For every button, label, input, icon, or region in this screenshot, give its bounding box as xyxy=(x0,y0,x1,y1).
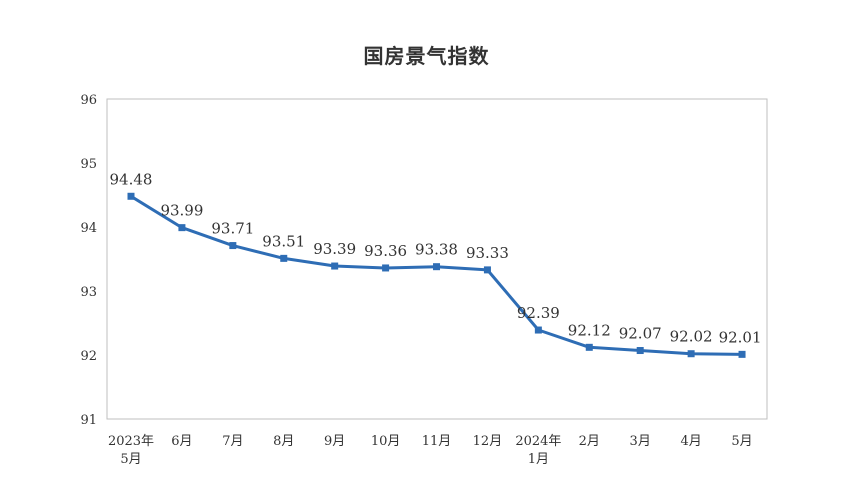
x-tick-label-line: 9月 xyxy=(324,434,345,449)
data-point xyxy=(738,350,746,358)
x-tick-label: 12月 xyxy=(473,434,503,449)
x-tick-label-line: 7月 xyxy=(222,434,243,449)
x-tick-label-line: 3月 xyxy=(630,434,651,449)
y-axis-ticks: 96 95 94 93 92 91 xyxy=(80,93,97,428)
data-point xyxy=(585,343,593,351)
plot-area-border xyxy=(106,98,768,420)
data-point xyxy=(483,266,491,274)
data-label: 92.01 xyxy=(719,328,762,346)
data-point xyxy=(636,347,644,355)
y-tick-label: 96 xyxy=(80,93,97,108)
y-tick-label: 95 xyxy=(80,157,97,172)
data-point xyxy=(687,350,695,358)
x-tick-label: 8月 xyxy=(273,434,294,449)
x-tick-label-line: 12月 xyxy=(473,434,503,449)
x-tick-label-line: 2023年 xyxy=(108,434,154,449)
data-point xyxy=(534,326,542,334)
x-tick-label-line: 2月 xyxy=(579,434,600,449)
data-label: 92.39 xyxy=(517,304,560,322)
x-tick-label: 10月 xyxy=(371,434,401,449)
x-tick-label: 2023年 5月 xyxy=(108,434,154,467)
x-axis-ticks: 2023年 5月 6月 7月 8月 9月 10月 11月 12月 2024年 1月 2月 3月 4月 5月 xyxy=(108,434,753,467)
x-tick-label: 3月 xyxy=(630,434,651,449)
y-tick-label: 91 xyxy=(80,413,97,428)
data-point xyxy=(382,264,390,272)
x-tick-label: 2月 xyxy=(579,434,600,449)
x-tick-label: 4月 xyxy=(680,434,701,449)
x-tick-label: 11月 xyxy=(422,434,452,449)
x-tick-label-line: 10月 xyxy=(371,434,401,449)
data-label: 93.71 xyxy=(211,220,254,238)
data-label: 92.12 xyxy=(568,321,611,339)
x-tick-label: 9月 xyxy=(324,434,345,449)
x-tick-label: 5月 xyxy=(731,434,752,449)
x-tick-label: 7月 xyxy=(222,434,243,449)
x-tick-label-line: 4月 xyxy=(680,434,701,449)
x-tick-label-line: 5月 xyxy=(120,452,141,467)
data-label: 93.36 xyxy=(364,242,407,260)
x-tick-label-line: 8月 xyxy=(273,434,294,449)
data-label: 93.38 xyxy=(415,241,458,259)
data-point xyxy=(178,224,186,232)
x-tick-label-line: 5月 xyxy=(731,434,752,449)
data-label: 93.99 xyxy=(160,202,203,220)
x-tick-label-line: 6月 xyxy=(171,434,192,449)
data-point xyxy=(127,192,135,200)
data-label: 93.39 xyxy=(313,240,356,258)
x-tick-label-line: 11月 xyxy=(422,434,452,449)
data-point xyxy=(433,263,441,271)
x-tick-label-line: 2024年 xyxy=(515,434,561,449)
series-markers xyxy=(127,192,746,358)
data-label: 94.48 xyxy=(110,170,153,188)
x-tick-label-line: 1月 xyxy=(528,452,549,467)
x-tick-label: 2024年 1月 xyxy=(515,434,561,467)
data-label: 93.33 xyxy=(466,244,509,262)
data-label: 93.51 xyxy=(262,232,305,250)
y-tick-label: 93 xyxy=(80,285,97,300)
x-tick-label: 6月 xyxy=(171,434,192,449)
data-labels: 94.48 93.99 93.71 93.51 93.39 93.36 93.38 93.33… xyxy=(110,170,762,346)
data-point xyxy=(280,254,288,262)
data-label: 92.02 xyxy=(670,328,713,346)
data-point xyxy=(331,262,339,270)
data-point xyxy=(229,242,237,250)
data-label: 92.07 xyxy=(619,325,662,343)
y-tick-label: 94 xyxy=(80,221,97,236)
chart-title: 国房景气指数 xyxy=(363,44,490,68)
y-tick-label: 92 xyxy=(80,349,97,364)
